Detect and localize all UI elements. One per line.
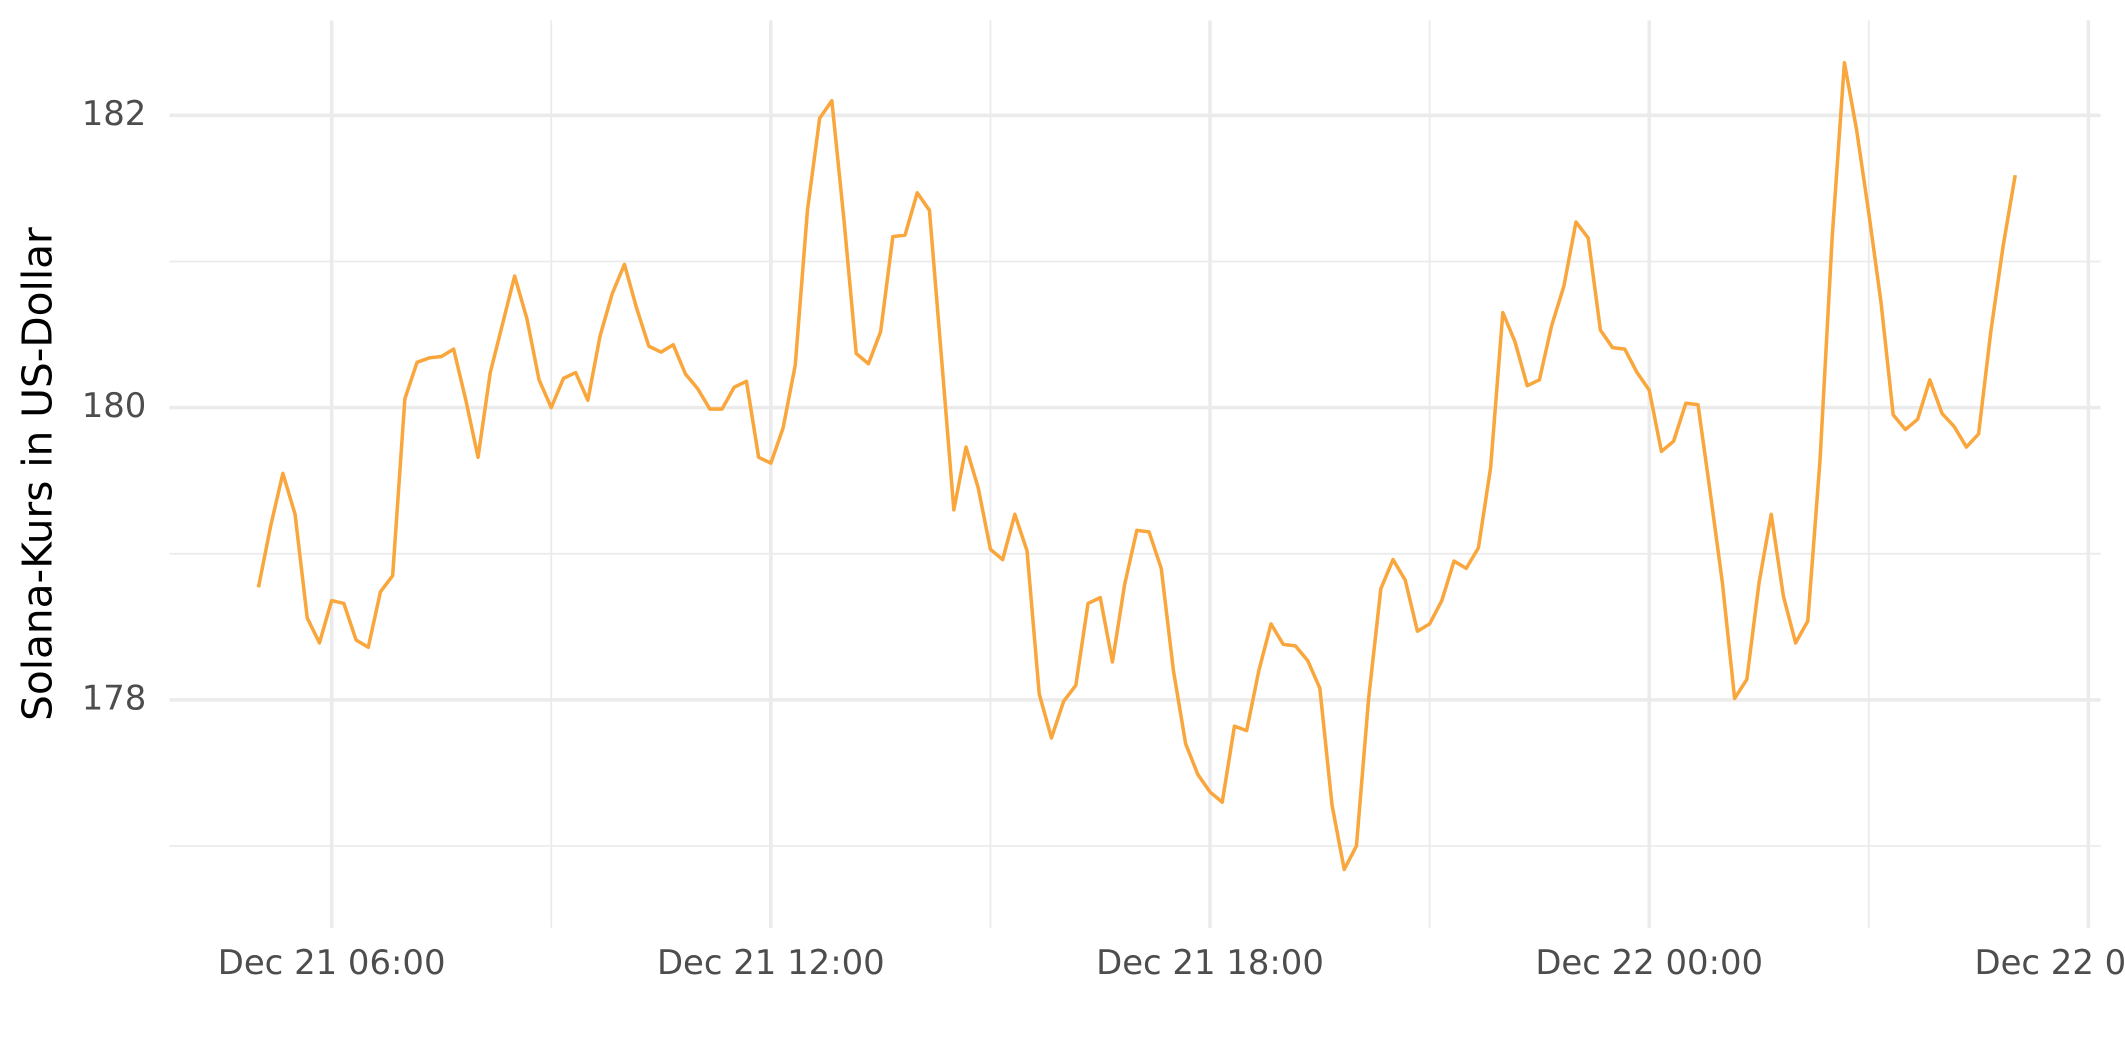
- x-tick-label: Dec 22 06:00: [1975, 943, 2125, 982]
- y-tick-label: 178: [82, 678, 147, 717]
- y-axis-title: Solana-Kurs in US-Dollar: [14, 227, 62, 721]
- x-tick-label: Dec 21 12:00: [657, 943, 885, 982]
- x-tick-label: Dec 21 18:00: [1096, 943, 1324, 982]
- x-tick-label: Dec 22 00:00: [1535, 943, 1763, 982]
- y-tick-label: 182: [82, 94, 147, 133]
- y-tick-label: 180: [82, 386, 147, 425]
- price-line: [256, 60, 2017, 872]
- x-tick-label: Dec 21 06:00: [218, 943, 446, 982]
- grid: [169, 20, 2101, 928]
